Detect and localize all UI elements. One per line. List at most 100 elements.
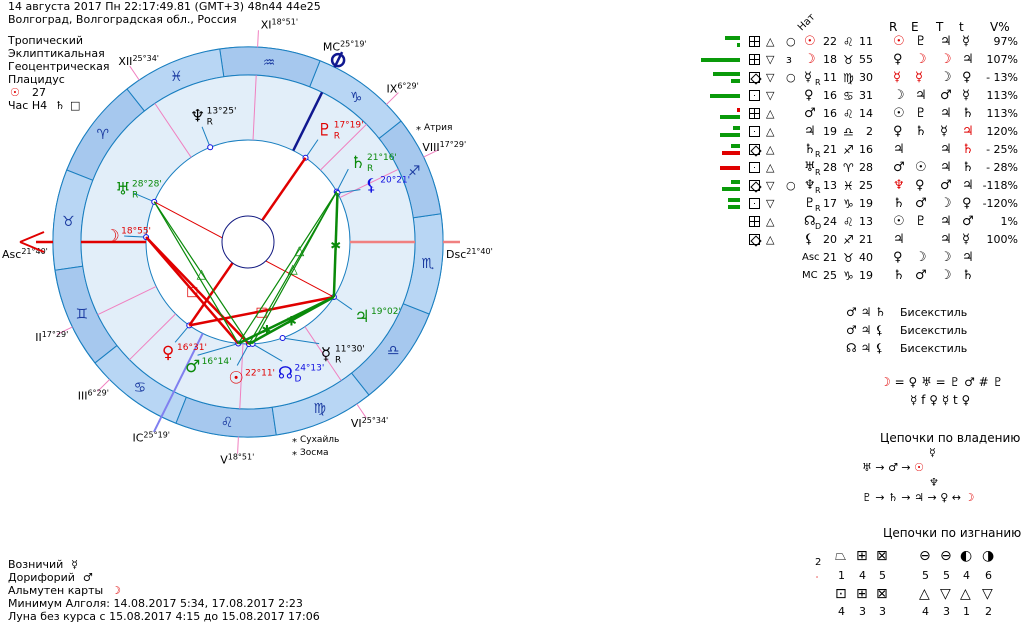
zodiac-sign-icon: ♐ bbox=[843, 143, 854, 157]
dignity-ruler-icon: ♃ bbox=[962, 52, 974, 67]
col-exaltation: E bbox=[911, 20, 919, 34]
planet-pointer-lilith bbox=[337, 189, 361, 194]
detriment-chains-title: Цепочки по изгнанию bbox=[883, 526, 1022, 540]
dignity-bar bbox=[720, 115, 740, 119]
degree: 20 bbox=[823, 233, 837, 246]
house-cusp-VIII bbox=[339, 168, 399, 199]
minutes: 11 bbox=[859, 35, 873, 48]
zodiac-sign-icon: ♑ bbox=[843, 197, 854, 211]
dignity-ruler-icon: ♃ bbox=[940, 160, 952, 175]
mercury-motion: R bbox=[335, 355, 341, 365]
dignity-ruler-icon: ♃ bbox=[940, 142, 952, 157]
dignity-bar bbox=[701, 58, 740, 62]
strength-percent: 113% bbox=[986, 89, 1018, 102]
lilith-icon: ⚸ bbox=[365, 176, 377, 196]
house-name: XII bbox=[118, 55, 132, 68]
dignity-ruler-icon: ♄ bbox=[915, 124, 927, 139]
dignity-ruler-icon: ♃ bbox=[940, 232, 952, 247]
house-type-icon bbox=[749, 162, 760, 173]
dignity-ruler-icon: ♃ bbox=[915, 88, 927, 103]
fixed-star-label: Зосма bbox=[300, 448, 329, 458]
chain-count: 1 bbox=[838, 569, 845, 582]
center-setting: Геоцентрическая bbox=[8, 60, 110, 73]
dignity-bar bbox=[731, 180, 740, 184]
mars-icon: ♂ bbox=[185, 357, 200, 377]
dignity-bar bbox=[737, 108, 740, 112]
aspect-line-saturn-mars bbox=[237, 191, 338, 344]
minutes: 55 bbox=[859, 53, 873, 66]
planet-pointer-mars bbox=[197, 343, 239, 356]
house-cusp-tick-XI bbox=[257, 30, 259, 48]
planet-table-row[interactable]: ▽ ○ ☿ R 11 ♍ 30 ☿ ☿ ☽ ♀ - 13% bbox=[690, 69, 1028, 87]
col-triplicity: T bbox=[936, 20, 944, 34]
chain-symbol-icon: ⊞ bbox=[856, 548, 868, 564]
dignity-bar bbox=[725, 36, 740, 40]
natal-chart-wheel[interactable]: ♈♉♊♋♌♍♎♏♐♑♒♓Asc21°40'II17°29'III6°29'IC2… bbox=[0, 0, 520, 470]
degree: 16 bbox=[823, 107, 837, 120]
strength-percent: -120% bbox=[982, 197, 1018, 210]
dignity-ruler-icon: ☉ bbox=[915, 160, 927, 175]
aspect-mark-trine: △ bbox=[197, 267, 207, 282]
planet-icon: ☽ bbox=[111, 584, 122, 597]
planetary-hour: Час H4 bbox=[8, 99, 48, 112]
node-degree: 24°13' bbox=[294, 364, 324, 374]
house-cusp-tick-IC bbox=[153, 416, 163, 433]
planet-table-row[interactable]: △ ♄ R 21 ♐ 16 ♃ ♃ ♄ - 25% bbox=[690, 141, 1028, 159]
planet-table-row[interactable]: Asc 21 ♉ 40 ♀ ☽ ☽ ♃ bbox=[690, 249, 1028, 267]
aspect-line-jupiter-mars bbox=[237, 295, 335, 345]
footer-label: Возничий bbox=[8, 558, 64, 571]
footer-line: Дорифорий ♂ bbox=[8, 571, 93, 584]
dignity-ruler-icon: ♀ bbox=[915, 178, 925, 193]
footer-line: Возничий ☿ bbox=[8, 558, 78, 571]
motion-marker-icon: ○ bbox=[786, 179, 796, 192]
house-type-icon bbox=[749, 90, 760, 101]
degree: 11 bbox=[823, 71, 837, 84]
center-circle bbox=[221, 215, 275, 269]
planet-table-row[interactable]: ▽ ♇ R 17 ♑ 19 ♄ ♂ ☽ ♀ -120% bbox=[690, 195, 1028, 213]
dignity-ruler-icon: ☽ bbox=[940, 70, 952, 85]
planet-motion: R bbox=[815, 150, 821, 159]
dignity-ruler-icon: ☽ bbox=[940, 52, 952, 67]
planet-table-row[interactable]: △ ○ ☉ 22 ♌ 11 ☉ ♇ ♃ ☿ 97% bbox=[690, 33, 1028, 51]
planet-table-row[interactable]: △ ♃ 19 ♎ 2 ♀ ♄ ☿ ♃ 120% bbox=[690, 123, 1028, 141]
mars-degree: 16°14' bbox=[202, 357, 232, 367]
planet-table-row[interactable]: ▽ ♀ 16 ♋ 31 ☽ ♃ ♂ ☿ 113% bbox=[690, 87, 1028, 105]
zodiac-sign-5: ♍ bbox=[313, 401, 326, 417]
planet-table-row[interactable]: ▽ ɜ ☽ 18 ♉ 55 ♀ ☽ ☽ ♃ 107% bbox=[690, 51, 1028, 69]
planet-table-row[interactable]: △ ⚸ 20 ♐ 21 ♃ ♃ ☿ 100% bbox=[690, 231, 1028, 249]
dignity-ruler-icon: ☽ bbox=[940, 250, 952, 265]
element-triangle-icon: △ bbox=[766, 107, 775, 120]
dignity-ruler-icon: ♃ bbox=[940, 214, 952, 229]
planet-table-row[interactable]: △ ♂ 16 ♌ 14 ☉ ♇ ♃ ♄ 113% bbox=[690, 105, 1028, 123]
planet-table-row[interactable]: △ ♅ R 28 ♈ 28 ♂ ☉ ♃ ♄ - 28% bbox=[690, 159, 1028, 177]
mercury-icon: ☿ bbox=[321, 344, 331, 364]
dignity-bar bbox=[728, 205, 740, 209]
planet-pointer-node bbox=[252, 343, 283, 362]
chain-symbol-icon: ▽ bbox=[940, 586, 951, 602]
element-triangle-icon: △ bbox=[766, 215, 775, 228]
chain-count: 3 bbox=[879, 605, 886, 618]
planet-table-row[interactable]: ▽ ○ ♆ R 13 ♓ 25 ♆ ♀ ♂ ♃ -118% bbox=[690, 177, 1028, 195]
planet-table-row[interactable]: △ ☊ D 24 ♌ 13 ☉ ♇ ♃ ♂ 1% bbox=[690, 213, 1028, 231]
saturn-motion: R bbox=[367, 164, 373, 174]
zodiac-sign-11: ♓ bbox=[170, 69, 183, 85]
aspect-line-uranus-sun bbox=[153, 201, 250, 345]
config-label: Бисекстиль bbox=[900, 342, 968, 355]
house-cusp-III bbox=[129, 313, 176, 361]
col-strength: V% bbox=[990, 20, 1010, 34]
zodiac-sign-1: ♉ bbox=[62, 214, 75, 230]
house-degree: 17°29' bbox=[440, 140, 467, 149]
strength-percent: 100% bbox=[986, 233, 1018, 246]
planet-pointer-pluto bbox=[305, 139, 319, 159]
element-triangle-icon: △ bbox=[766, 125, 775, 138]
dignity-ruler-icon: ☉ bbox=[893, 34, 905, 49]
house-label-Asc: Asc21°40' bbox=[2, 247, 48, 261]
planet-table-row[interactable]: MC 25 ♑ 19 ♄ ♂ ☽ ♄ bbox=[690, 267, 1028, 285]
dignity-ruler-icon: ♂ bbox=[893, 160, 905, 175]
dignity-ruler-icon: ♃ bbox=[940, 34, 952, 49]
degree: 17 bbox=[823, 197, 837, 210]
dignity-ruler-icon: ☿ bbox=[893, 70, 901, 85]
planet-pointer-venus bbox=[174, 325, 190, 343]
house-degree: 18°51' bbox=[272, 17, 299, 26]
